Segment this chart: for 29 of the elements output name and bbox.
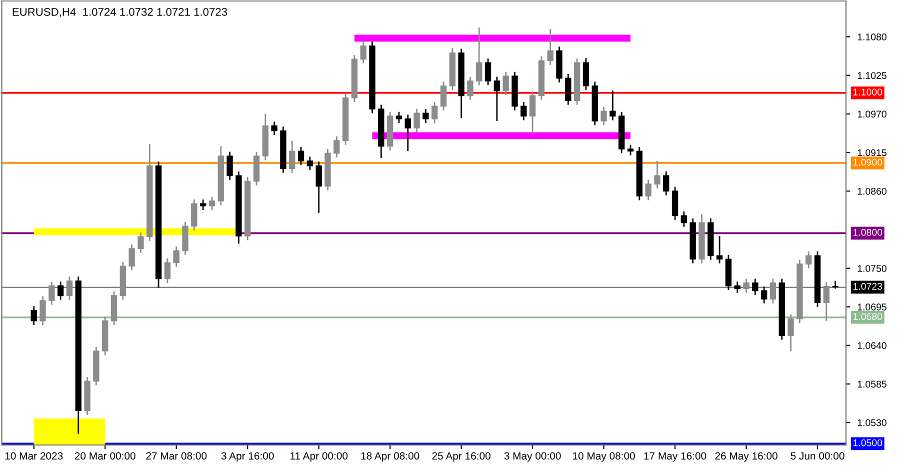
- x-tick-label: 11 Apr 00:00: [290, 452, 348, 462]
- y-tick-label: 1.0915: [858, 149, 886, 156]
- ref-line-label: 1.0900: [853, 158, 882, 166]
- y-tick-label: 1.0640: [858, 342, 886, 350]
- y-tick-label: 1.0970: [858, 110, 886, 118]
- y-tick-label: 1.0530: [858, 419, 886, 426]
- x-tick-label: 25 Apr 16:00: [432, 452, 490, 462]
- ref-line-label: 1.1000: [853, 88, 882, 96]
- y-tick-label: 1.0860: [858, 188, 886, 195]
- ref-line-label: 1.0800: [853, 228, 882, 236]
- x-tick-label: 27 Mar 08:00: [146, 452, 207, 460]
- y-tick-label: 1.0750: [858, 264, 886, 272]
- x-tick-label: 20 Mar 00:00: [74, 452, 136, 460]
- x-tick-label: 17 May 16:00: [644, 452, 706, 462]
- x-tick-label: 26 May 16:00: [715, 452, 778, 462]
- x-tick-label: 10 Mar 2023: [5, 452, 63, 460]
- x-tick-label: 5 Jun 00:00: [790, 452, 844, 460]
- y-tick-label: 1.0695: [858, 304, 886, 310]
- x-tick-label: 18 Apr 08:00: [361, 452, 420, 462]
- text: EURUSD,H4 1.0724 1.0732 1.0721 1.0723: [12, 8, 228, 18]
- y-tick-label: 1.0585: [858, 380, 886, 388]
- ref-line-label: 1.0680: [853, 313, 882, 320]
- ref-line-label: 1.0500: [853, 439, 882, 446]
- ref-line-label: 1.0723: [853, 282, 882, 290]
- x-tick-label: 3 Apr 16:00: [221, 452, 274, 462]
- y-tick-label: 1.1080: [858, 34, 886, 40]
- y-tick-label: 1.1025: [858, 72, 886, 79]
- x-tick-label: 10 May 08:00: [573, 452, 635, 462]
- x-tick-label: 3 May 00:00: [504, 452, 561, 462]
